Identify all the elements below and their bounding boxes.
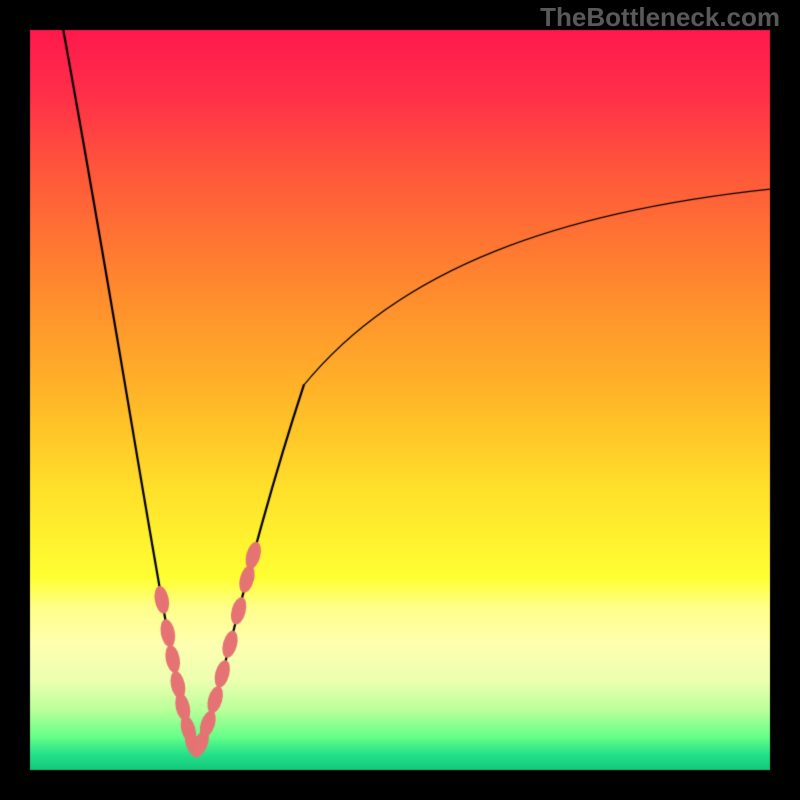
chart-root: TheBottleneck.com <box>0 0 800 800</box>
bottleneck-curve <box>0 0 800 800</box>
watermark-text: TheBottleneck.com <box>540 2 780 33</box>
